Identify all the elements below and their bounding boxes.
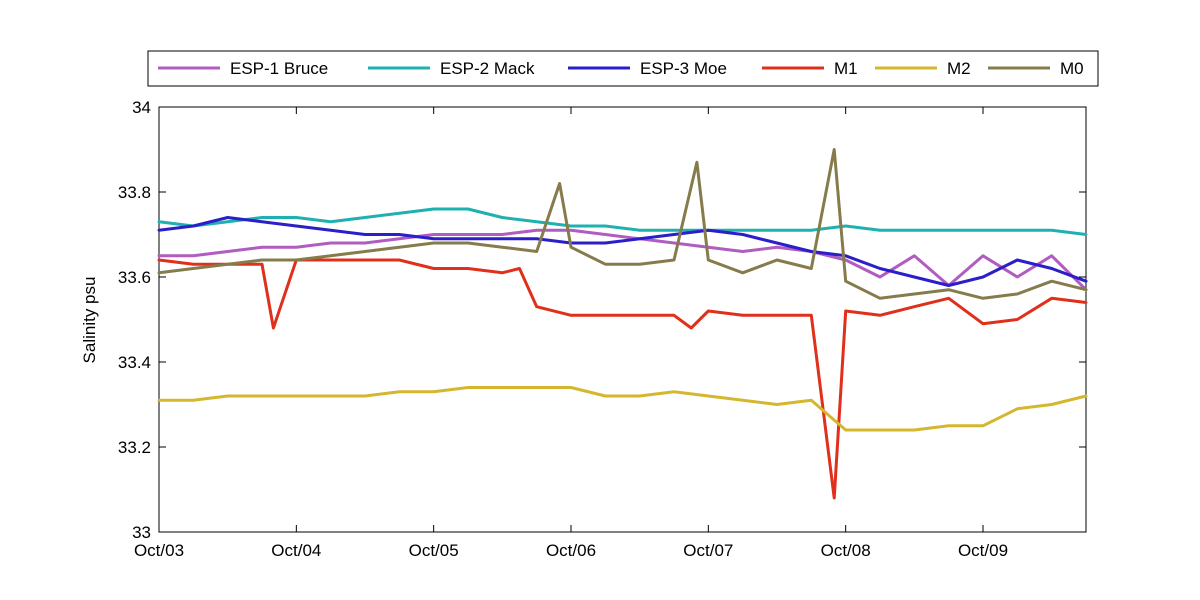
series-layer	[157, 148, 1088, 500]
legend-label-esp-2-mack: ESP-2 Mack	[440, 59, 535, 78]
y-tick-label: 34	[132, 98, 151, 117]
y-tick-label: 33.6	[118, 268, 151, 287]
x-tick-label: Oct/05	[409, 541, 459, 560]
x-tick-label: Oct/08	[821, 541, 871, 560]
series-line-esp-1-bruce	[157, 228, 1088, 292]
legend-label-esp-3-moe: ESP-3 Moe	[640, 59, 727, 78]
series-line-m2	[157, 386, 1088, 432]
legend: ESP-1 Bruce ESP-2 Mack ESP-3 Moe M1 M2 M0	[147, 50, 1099, 87]
x-tick-label: Oct/06	[546, 541, 596, 560]
x-tick-label: Oct/09	[958, 541, 1008, 560]
x-tick-label: Oct/04	[271, 541, 321, 560]
y-axis-label: Salinity psu	[80, 277, 99, 364]
legend-label-m1: M1	[834, 59, 858, 78]
y-axis: 33 33.2 33.4 33.6 33.8 34	[118, 98, 1086, 542]
legend-label-m2: M2	[947, 59, 971, 78]
legend-label-m0: M0	[1060, 59, 1084, 78]
y-tick-label: 33	[132, 523, 151, 542]
y-tick-label: 33.4	[118, 353, 151, 372]
legend-label-esp-1-bruce: ESP-1 Bruce	[230, 59, 328, 78]
plot-area-frame	[158, 106, 1087, 533]
y-tick-label: 33.2	[118, 438, 151, 457]
y-tick-label: 33.8	[118, 183, 151, 202]
x-tick-label: Oct/03	[134, 541, 184, 560]
x-axis: Oct/03 Oct/04 Oct/05 Oct/06 Oct/07 Oct/08 Oct/…	[134, 107, 1008, 560]
series-line-esp-2-mack	[157, 207, 1088, 236]
series-line-m0	[157, 148, 1088, 300]
series-line-esp-3-moe	[157, 216, 1088, 287]
x-tick-label: Oct/07	[683, 541, 733, 560]
